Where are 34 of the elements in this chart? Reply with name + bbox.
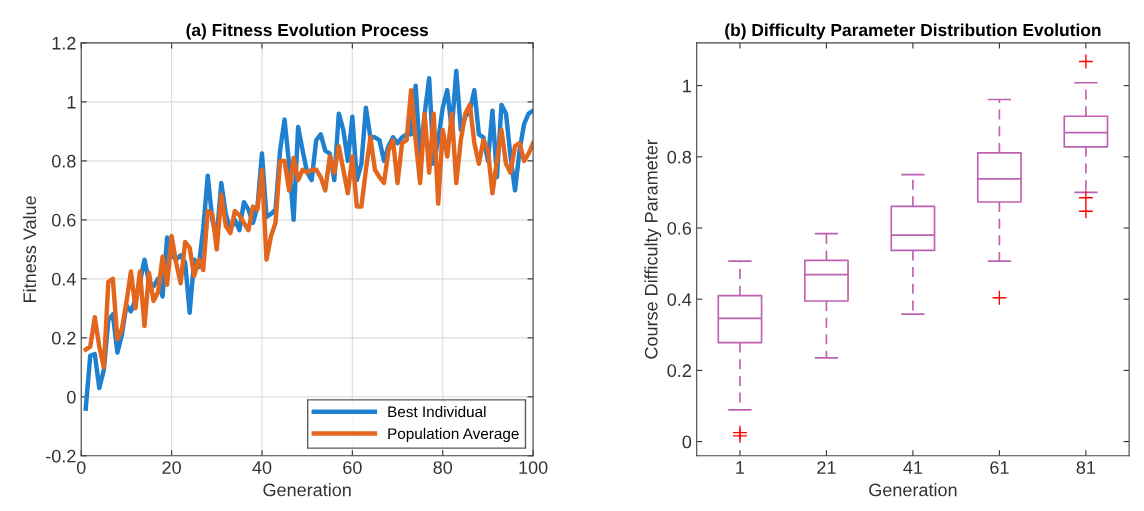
x-tick-label: 1	[736, 461, 745, 474]
x-tick-label: 20	[162, 461, 181, 474]
y-tick-label: 0.6	[51, 213, 76, 227]
x-tick-label: 100	[519, 461, 548, 474]
x-tick-label: 60	[343, 461, 362, 474]
x-axis-title: Generation	[869, 483, 957, 497]
y-axis-title: Course Difficulty Parameter	[644, 139, 662, 359]
y-axis-title: Fitness Value	[22, 196, 37, 302]
y-tick-label: 0.4	[51, 272, 76, 286]
chart-title: (a) Fitness Evolution Process	[186, 23, 429, 40]
y-tick-label: 0	[682, 435, 692, 449]
y-tick-label: 0.6	[667, 221, 692, 235]
y-tick-label: 1	[683, 79, 691, 93]
y-tick-label: -0.2	[46, 449, 76, 463]
y-tick-label: 1	[67, 96, 76, 109]
y-tick-label: 0	[67, 390, 76, 404]
y-tick-label: 0.4	[667, 293, 692, 306]
y-tick-label: 1.2	[52, 36, 76, 50]
legend-label: Best Individual	[388, 405, 486, 418]
line-series	[83, 87, 534, 370]
x-tick-label: 80	[433, 461, 453, 474]
x-tick-label: 0	[76, 461, 86, 474]
x-tick-label: 21	[817, 461, 836, 474]
x-tick-label: 41	[903, 461, 923, 474]
y-tick-label: 0.2	[51, 331, 76, 345]
y-tick-label: 0.2	[667, 364, 691, 378]
x-tick-label: 61	[990, 461, 1009, 474]
x-tick-label: 40	[252, 461, 272, 474]
y-tick-label: 0.8	[667, 150, 692, 164]
x-tick-label: 81	[1076, 461, 1096, 474]
legend-label: Population Average	[388, 427, 519, 443]
chart-title: (b) Difficulty Parameter Distribution Evolution	[725, 23, 1101, 40]
x-axis-title: Generation	[263, 483, 351, 497]
y-tick-label: 0.8	[51, 154, 76, 168]
